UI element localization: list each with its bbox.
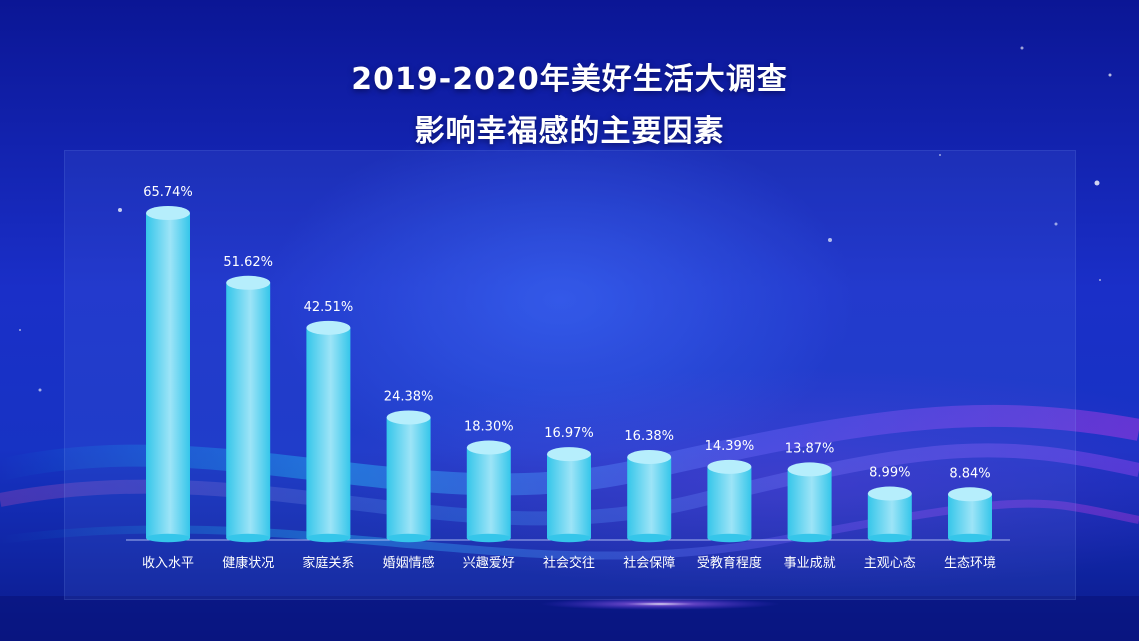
bar-value-label: 8.99% (869, 466, 910, 481)
bar-value-label: 24.38% (384, 389, 434, 404)
bar-value-label: 51.62% (223, 255, 273, 270)
bar-2 (226, 275, 271, 543)
bar-base (547, 533, 591, 543)
bar-value-label: 18.30% (464, 420, 514, 435)
bar-body (707, 466, 752, 538)
bar-5 (466, 440, 511, 543)
bar-body (226, 282, 271, 538)
category-label: 主观心态 (864, 556, 916, 571)
bar-value-label: 16.38% (624, 429, 674, 444)
bar-value-label: 65.74% (143, 185, 193, 200)
bar-top-cap (867, 486, 912, 501)
bar-top-cap (386, 410, 431, 425)
bar-10 (867, 486, 912, 543)
bar-base (146, 533, 190, 543)
bar-base (948, 533, 992, 543)
bar-7 (627, 450, 672, 543)
bar-base (306, 533, 351, 543)
bar-top-cap (146, 206, 190, 220)
bar-base (386, 533, 431, 543)
bar-6 (547, 447, 591, 543)
bar-base (787, 533, 832, 543)
bar-body (466, 447, 511, 538)
bar-body (627, 457, 672, 538)
bar-top-cap (627, 450, 672, 465)
bar-1 (146, 206, 190, 543)
bar-body (867, 493, 912, 538)
bar-base (466, 533, 511, 543)
bar-base (226, 533, 271, 543)
category-label: 生态环境 (944, 556, 996, 571)
bar-base (867, 533, 912, 543)
bar-body (787, 469, 832, 538)
bar-top-cap (226, 275, 271, 290)
bar-value-label: 16.97% (544, 426, 594, 441)
category-label: 收入水平 (142, 556, 194, 571)
page-title: 2019-2020年美好生活大调查 (351, 62, 788, 97)
category-label: 事业成就 (784, 556, 836, 571)
bar-top-cap (547, 447, 591, 462)
page-subtitle: 影响幸福感的主要因素 (414, 114, 725, 149)
category-label: 社会交往 (543, 555, 595, 571)
bar-body (547, 454, 591, 538)
bar-body (306, 327, 351, 538)
bar-body (386, 417, 431, 538)
bar-body (146, 213, 190, 538)
bar-top-cap (306, 320, 351, 335)
bar-body (948, 494, 992, 538)
bar-8 (707, 459, 752, 543)
category-label: 家庭关系 (302, 555, 354, 571)
bar-value-label: 13.87% (785, 441, 835, 456)
category-label: 婚姻情感 (383, 555, 435, 571)
category-label: 社会保障 (623, 555, 675, 571)
category-label: 兴趣爱好 (463, 556, 515, 571)
bar-top-cap (707, 459, 752, 474)
bar-value-label: 42.51% (304, 300, 354, 315)
bar-3 (306, 320, 351, 543)
bar-9 (787, 462, 832, 543)
bar-value-label: 8.84% (949, 466, 990, 481)
bar-base (707, 533, 752, 543)
bar-top-cap (787, 462, 832, 477)
bar-11 (948, 487, 992, 543)
category-label: 受教育程度 (697, 555, 762, 571)
bar-top-cap (466, 440, 511, 455)
bar-value-label: 14.39% (705, 439, 755, 454)
bar-top-cap (948, 487, 992, 502)
bar-base (627, 533, 672, 543)
bar-4 (386, 410, 431, 543)
category-label: 健康状况 (222, 555, 274, 571)
